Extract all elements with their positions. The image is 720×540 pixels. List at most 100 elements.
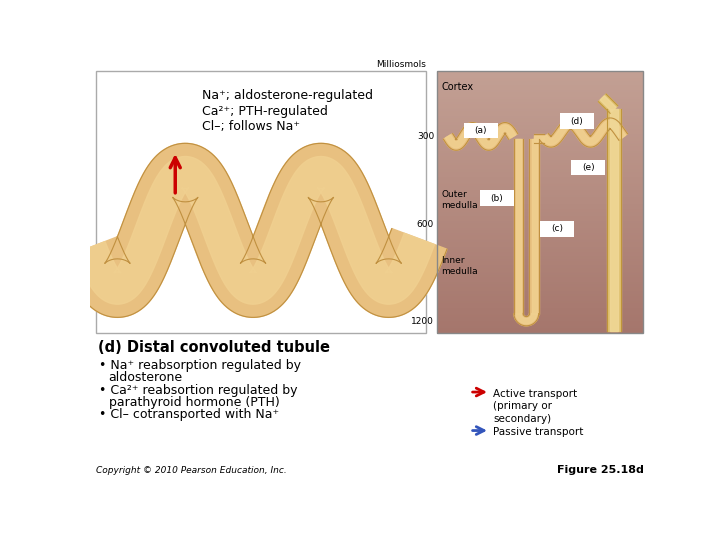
Bar: [437, 237, 642, 239]
Bar: [437, 78, 642, 80]
Bar: [437, 134, 642, 136]
Bar: [437, 92, 642, 94]
Polygon shape: [541, 120, 626, 145]
Bar: [437, 254, 642, 256]
Bar: [437, 329, 642, 332]
Polygon shape: [607, 110, 621, 331]
Bar: [437, 235, 642, 238]
Bar: [437, 207, 642, 210]
Bar: [437, 232, 642, 234]
Bar: [437, 270, 642, 273]
Bar: [437, 279, 642, 281]
Bar: [437, 193, 642, 195]
Bar: [437, 82, 642, 84]
Bar: [437, 104, 642, 106]
Bar: [437, 261, 642, 264]
Bar: [437, 298, 642, 300]
Bar: [437, 240, 642, 243]
Bar: [437, 161, 642, 164]
Bar: [437, 122, 642, 124]
Bar: [437, 100, 642, 103]
Bar: [437, 176, 642, 178]
Bar: [437, 186, 642, 188]
Bar: [559, 113, 594, 129]
Bar: [437, 246, 642, 248]
Bar: [437, 266, 642, 269]
Bar: [437, 110, 642, 112]
Bar: [437, 164, 642, 166]
Bar: [437, 97, 642, 100]
Bar: [437, 301, 642, 304]
Polygon shape: [598, 94, 618, 113]
Bar: [437, 321, 642, 323]
Bar: [437, 195, 642, 198]
Bar: [437, 303, 642, 306]
Bar: [437, 181, 642, 184]
Bar: [437, 272, 642, 274]
Bar: [437, 103, 642, 105]
Polygon shape: [534, 136, 544, 141]
Polygon shape: [540, 118, 628, 147]
Bar: [437, 230, 642, 232]
Bar: [437, 315, 642, 318]
Bar: [437, 291, 642, 293]
Text: Outer
medulla: Outer medulla: [441, 190, 477, 211]
Bar: [437, 155, 642, 157]
Polygon shape: [516, 139, 521, 314]
Bar: [437, 86, 642, 89]
Polygon shape: [514, 139, 523, 314]
Text: Copyright © 2010 Pearson Education, Inc.: Copyright © 2010 Pearson Education, Inc.: [96, 466, 287, 475]
Bar: [540, 221, 575, 237]
Bar: [437, 296, 642, 299]
Bar: [437, 223, 642, 225]
Bar: [437, 319, 642, 321]
Bar: [437, 99, 642, 102]
Bar: [437, 205, 642, 208]
Bar: [437, 111, 642, 113]
Bar: [437, 202, 642, 204]
Bar: [437, 251, 642, 253]
Text: • Na⁺ reabsorption regulated by: • Na⁺ reabsorption regulated by: [99, 359, 301, 372]
Polygon shape: [531, 139, 536, 314]
Text: Cortex: Cortex: [441, 82, 473, 92]
Bar: [437, 211, 642, 213]
Bar: [437, 284, 642, 286]
Polygon shape: [63, 143, 447, 318]
Bar: [437, 226, 642, 229]
Bar: [480, 190, 514, 206]
Polygon shape: [514, 313, 539, 326]
Text: Na⁺; aldosterone-regulated: Na⁺; aldosterone-regulated: [202, 90, 374, 103]
Bar: [437, 71, 642, 333]
Bar: [437, 153, 642, 156]
Bar: [437, 150, 642, 152]
Bar: [437, 242, 642, 245]
Bar: [437, 204, 642, 206]
Bar: [437, 141, 642, 143]
Bar: [437, 118, 642, 120]
Text: • Ca²⁺ reabsortion regulated by: • Ca²⁺ reabsortion regulated by: [99, 383, 298, 396]
Bar: [437, 73, 642, 75]
Bar: [437, 263, 642, 266]
Bar: [437, 146, 642, 148]
Bar: [437, 280, 642, 283]
Bar: [437, 300, 642, 302]
Bar: [437, 130, 642, 133]
Bar: [437, 184, 642, 187]
Bar: [437, 273, 642, 276]
Bar: [437, 158, 642, 161]
Bar: [437, 151, 642, 154]
Bar: [437, 188, 642, 191]
Bar: [437, 113, 642, 116]
Bar: [437, 221, 642, 224]
Bar: [437, 258, 642, 260]
Bar: [437, 144, 642, 147]
Bar: [437, 293, 642, 295]
Bar: [437, 127, 642, 129]
Bar: [437, 85, 642, 87]
Bar: [437, 277, 642, 279]
Bar: [437, 286, 642, 288]
Bar: [437, 179, 642, 181]
Bar: [437, 191, 642, 194]
Bar: [437, 216, 642, 218]
Bar: [437, 268, 642, 271]
